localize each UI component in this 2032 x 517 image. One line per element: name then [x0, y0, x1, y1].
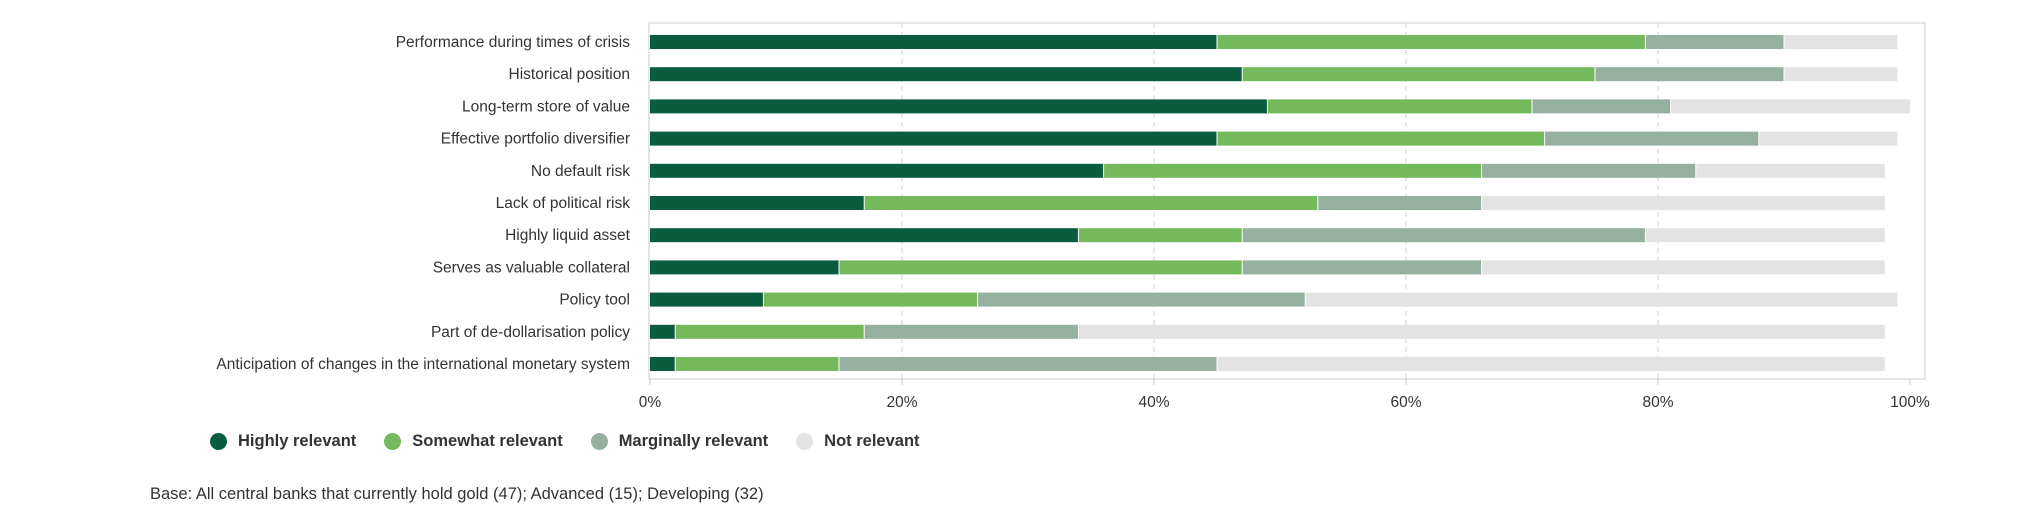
category-label: Part of de-dollarisation policy	[431, 324, 630, 341]
x-tick-label: 0%	[639, 394, 662, 411]
bar-segment-highly-relevant	[650, 228, 1079, 243]
category-label: Long-term store of value	[462, 98, 630, 115]
bar-segment-marginally-relevant	[1595, 67, 1784, 82]
bar-segment-marginally-relevant	[1242, 260, 1482, 275]
category-label: No default risk	[531, 163, 630, 180]
legend-item: Not relevant	[796, 432, 920, 451]
bar-segment-somewhat-relevant	[839, 260, 1243, 275]
chart-legend: Highly relevant Somewhat relevant Marginal…	[210, 432, 948, 451]
bar-segment-not-relevant	[1695, 163, 1885, 178]
legend-label: Highly relevant	[238, 432, 357, 450]
chart-footnote: Base: All central banks that currently h…	[150, 485, 764, 503]
bar-segment-not-relevant	[1645, 228, 1885, 243]
bar-segment-highly-relevant	[650, 163, 1104, 178]
bar-segment-marginally-relevant	[1544, 131, 1759, 146]
category-label: Historical position	[509, 66, 630, 83]
bar-segment-highly-relevant	[650, 324, 676, 339]
bar-segment-marginally-relevant	[1317, 196, 1482, 210]
bar-segment-somewhat-relevant	[1217, 35, 1646, 49]
category-label: Serves as valuable collateral	[433, 259, 630, 276]
bar-segment-highly-relevant	[650, 131, 1217, 146]
legend-item: Marginally relevant	[590, 432, 769, 451]
legend-label: Not relevant	[824, 432, 920, 450]
bar-segment-not-relevant	[1784, 35, 1898, 49]
plot-frame	[648, 22, 1926, 380]
category-label: Performance during times of crisis	[396, 34, 631, 51]
bar-segment-somewhat-relevant	[1078, 228, 1243, 243]
category-label: Effective portfolio diversifier	[441, 131, 630, 148]
category-label: Lack of political risk	[496, 195, 631, 212]
legend-label: Marginally relevant	[618, 432, 769, 450]
bar-segment-somewhat-relevant	[1217, 131, 1545, 146]
bar-segment-marginally-relevant	[1645, 35, 1784, 49]
bar-segment-marginally-relevant	[977, 292, 1306, 307]
bar-segment-not-relevant	[1481, 196, 1885, 210]
bar-segment-marginally-relevant	[864, 324, 1079, 339]
bar-segment-highly-relevant	[650, 292, 764, 307]
bar-segment-not-relevant	[1217, 357, 1885, 371]
bar-segment-marginally-relevant	[1532, 99, 1671, 114]
legend-label: Somewhat relevant	[412, 432, 563, 450]
bar-segment-somewhat-relevant	[763, 292, 978, 307]
legend-swatch	[210, 433, 227, 450]
bar-segment-not-relevant	[1305, 292, 1898, 307]
bar-segment-somewhat-relevant	[675, 324, 865, 339]
x-tick-label: 80%	[1642, 394, 1673, 411]
bar-segment-somewhat-relevant	[1242, 67, 1595, 82]
category-label: Anticipation of changes in the internati…	[216, 356, 630, 373]
legend-swatch	[796, 433, 814, 450]
bar-segment-not-relevant	[1481, 260, 1885, 275]
legend-item: Somewhat relevant	[384, 432, 563, 451]
category-label: Policy tool	[559, 292, 630, 309]
legend-item: Highly relevant	[210, 432, 356, 451]
bar-segment-marginally-relevant	[1481, 163, 1696, 178]
bar-segment-somewhat-relevant	[675, 357, 839, 371]
x-tick-label: 100%	[1890, 394, 1930, 411]
bar-segment-marginally-relevant	[1242, 228, 1646, 243]
x-tick-label: 40%	[1138, 394, 1169, 411]
bar-segment-highly-relevant	[650, 35, 1217, 49]
bar-segment-somewhat-relevant	[1103, 163, 1482, 178]
legend-swatch	[384, 433, 402, 450]
bar-segment-highly-relevant	[650, 260, 839, 275]
bar-segment-highly-relevant	[650, 357, 676, 371]
bar-segment-somewhat-relevant	[864, 196, 1318, 210]
bar-segment-marginally-relevant	[839, 357, 1217, 371]
x-tick-label: 60%	[1390, 394, 1421, 411]
category-label: Highly liquid asset	[505, 227, 631, 244]
bar-segment-not-relevant	[1784, 67, 1898, 82]
bar-segment-highly-relevant	[650, 196, 865, 210]
bar-segment-somewhat-relevant	[1267, 99, 1532, 114]
bar-segment-not-relevant	[1078, 324, 1885, 339]
bar-segment-highly-relevant	[650, 99, 1268, 114]
legend-swatch	[590, 433, 608, 450]
bar-segment-not-relevant	[1670, 99, 1910, 114]
bar-segment-highly-relevant	[650, 67, 1243, 82]
bar-segment-not-relevant	[1758, 131, 1898, 146]
x-tick-label: 20%	[886, 394, 917, 411]
